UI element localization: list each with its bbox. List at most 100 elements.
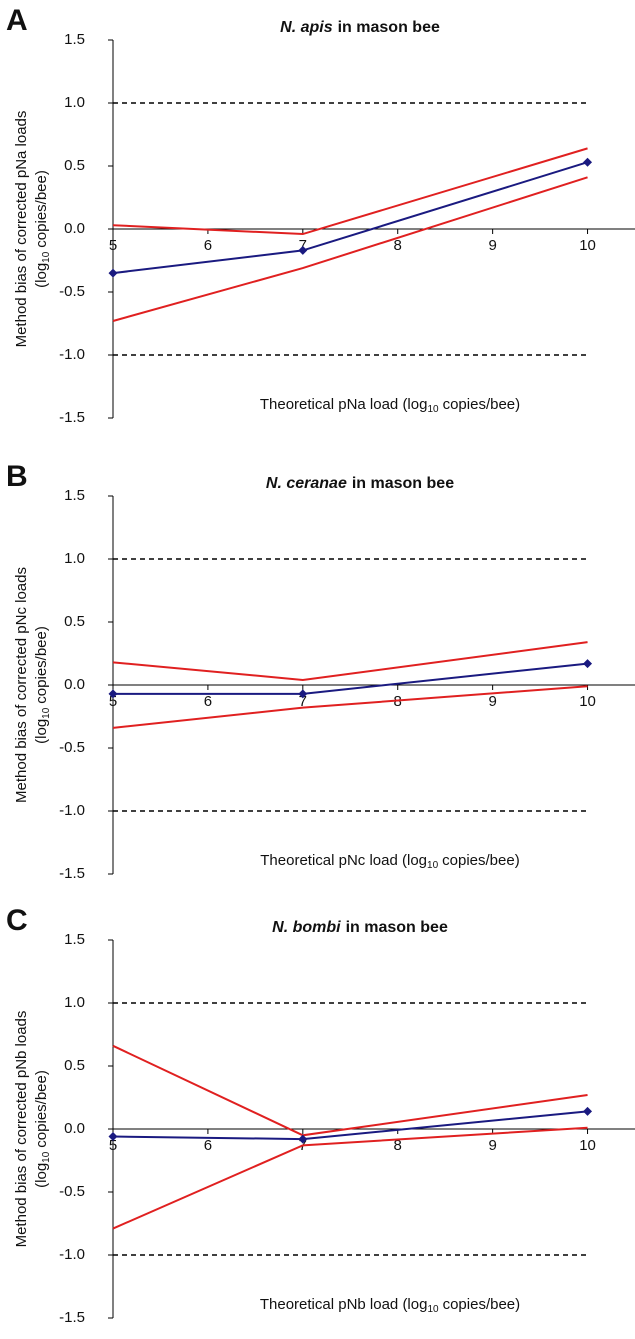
x-label-sub: 10 [427,1304,439,1315]
y-label-sub: 10 [41,707,52,719]
title-text: in mason bee [346,919,448,936]
panel-label: C [6,904,28,937]
data-point [108,689,118,699]
series-line [112,1044,588,1137]
y-tick-label: -0.5 [59,739,85,756]
x-tick-label: 6 [204,1137,212,1154]
x-label-pre: Theoretical pNb load (log [260,1296,428,1313]
y-label-line2: (log10 copies/bee) [33,170,52,288]
y-label-line1: Method bias of corrected pNb loads [13,1011,30,1248]
series-line [112,685,588,729]
x-tick-label: 10 [579,1137,596,1154]
x-label-pre: Theoretical pNa load (log [260,396,428,413]
y-tick-label: 1.5 [64,31,85,48]
y-tick-label: 1.5 [64,931,85,948]
x-label-pre: Theoretical pNc load (log [260,852,427,869]
x-label-post: copies/bee) [443,396,521,413]
y-label-pre: (log [33,1163,50,1188]
x-tick-label: 9 [488,693,496,710]
x-tick-label: 5 [109,693,117,710]
x-tick-label: 5 [109,237,117,254]
title-species: N. apis [280,19,333,36]
y-tick-label: 1.0 [64,550,85,567]
data-point [298,689,308,699]
x-tick-label: 10 [579,237,596,254]
y-tick-label: -1.5 [59,865,85,882]
y-axis-label: Method bias of corrected pNa loads (log10… [13,111,52,348]
y-tick-label: 0.0 [64,1120,85,1137]
x-label-sub: 10 [427,860,439,871]
y-tick-label: 1.5 [64,487,85,504]
panel-label: A [6,4,28,37]
y-axis-label: Method bias of corrected pNb loads (log10… [13,1011,52,1248]
chart-title: N. ceranae in mason bee [266,475,454,492]
x-axis-label: Theoretical pNc load (log10 copies/bee) [260,852,519,871]
y-tick-label: -0.5 [59,1183,85,1200]
y-label-post: copies/bee) [33,626,50,704]
data-point [298,245,308,255]
x-label-post: copies/bee) [442,852,520,869]
series-line [112,1110,588,1141]
y-tick-label: -1.5 [59,1309,85,1326]
y-label-pre: (log [33,263,50,288]
y-tick-label: -1.0 [59,802,85,819]
y-label-line2: (log10 copies/bee) [33,1070,52,1188]
y-tick-label: 1.0 [64,994,85,1011]
x-tick-label: 8 [394,237,402,254]
y-label-pre: (log [33,719,50,744]
x-tick-label: 5 [109,1137,117,1154]
x-label-post: copies/bee) [443,1296,521,1313]
y-tick-label: -1.0 [59,346,85,363]
series-line [112,1126,588,1230]
panel: A N. apis in mason bee Method bias of corre… [6,4,635,426]
data-point [583,157,593,167]
series-line [112,161,588,275]
y-tick-label: -0.5 [59,283,85,300]
x-tick-label: 6 [204,693,212,710]
x-tick-label: 8 [394,1137,402,1154]
data-point [583,1106,593,1116]
title-text: in mason bee [338,19,440,36]
x-tick-label: 9 [488,237,496,254]
y-tick-label: 0.5 [64,1057,85,1074]
title-species: N. ceranae [266,475,347,492]
panel: C N. bombi in mason bee Method bias of corr… [6,904,635,1326]
panel: B N. ceranae in mason bee Method bias of co… [6,460,635,882]
x-tick-label: 7 [299,237,307,254]
x-axis-label: Theoretical pNb load (log10 copies/bee) [260,1296,520,1315]
x-tick-label: 9 [488,1137,496,1154]
y-tick-label: 0.0 [64,220,85,237]
series-line [112,641,588,681]
x-tick-label: 7 [299,693,307,710]
data-point [298,1134,308,1144]
y-label-post: copies/bee) [33,1070,50,1148]
data-point [108,1132,118,1142]
series-line [112,176,588,322]
title-species: N. bombi [272,919,341,936]
title-text: in mason bee [352,475,454,492]
y-tick-label: 0.0 [64,676,85,693]
y-label-sub: 10 [41,1151,52,1163]
y-axis-label: Method bias of corrected pNc loads (log10… [13,567,52,803]
chart-title: N. apis in mason bee [280,19,440,36]
series-line [112,147,588,236]
y-tick-label: 0.5 [64,613,85,630]
x-tick-label: 10 [579,693,596,710]
y-label-line1: Method bias of corrected pNa loads [13,111,30,348]
y-tick-label: -1.0 [59,1246,85,1263]
x-axis-label: Theoretical pNa load (log10 copies/bee) [260,396,520,415]
y-label-line2: (log10 copies/bee) [33,626,52,744]
y-tick-label: -1.5 [59,409,85,426]
y-label-line1: Method bias of corrected pNc loads [13,567,30,803]
x-label-sub: 10 [427,404,439,415]
y-label-sub: 10 [41,251,52,263]
data-point [108,268,118,278]
y-tick-label: 1.0 [64,94,85,111]
y-label-post: copies/bee) [33,170,50,248]
panel-label: B [6,460,28,493]
chart-title: N. bombi in mason bee [272,919,448,936]
y-tick-label: 0.5 [64,157,85,174]
data-point [583,659,593,669]
x-tick-label: 6 [204,237,212,254]
